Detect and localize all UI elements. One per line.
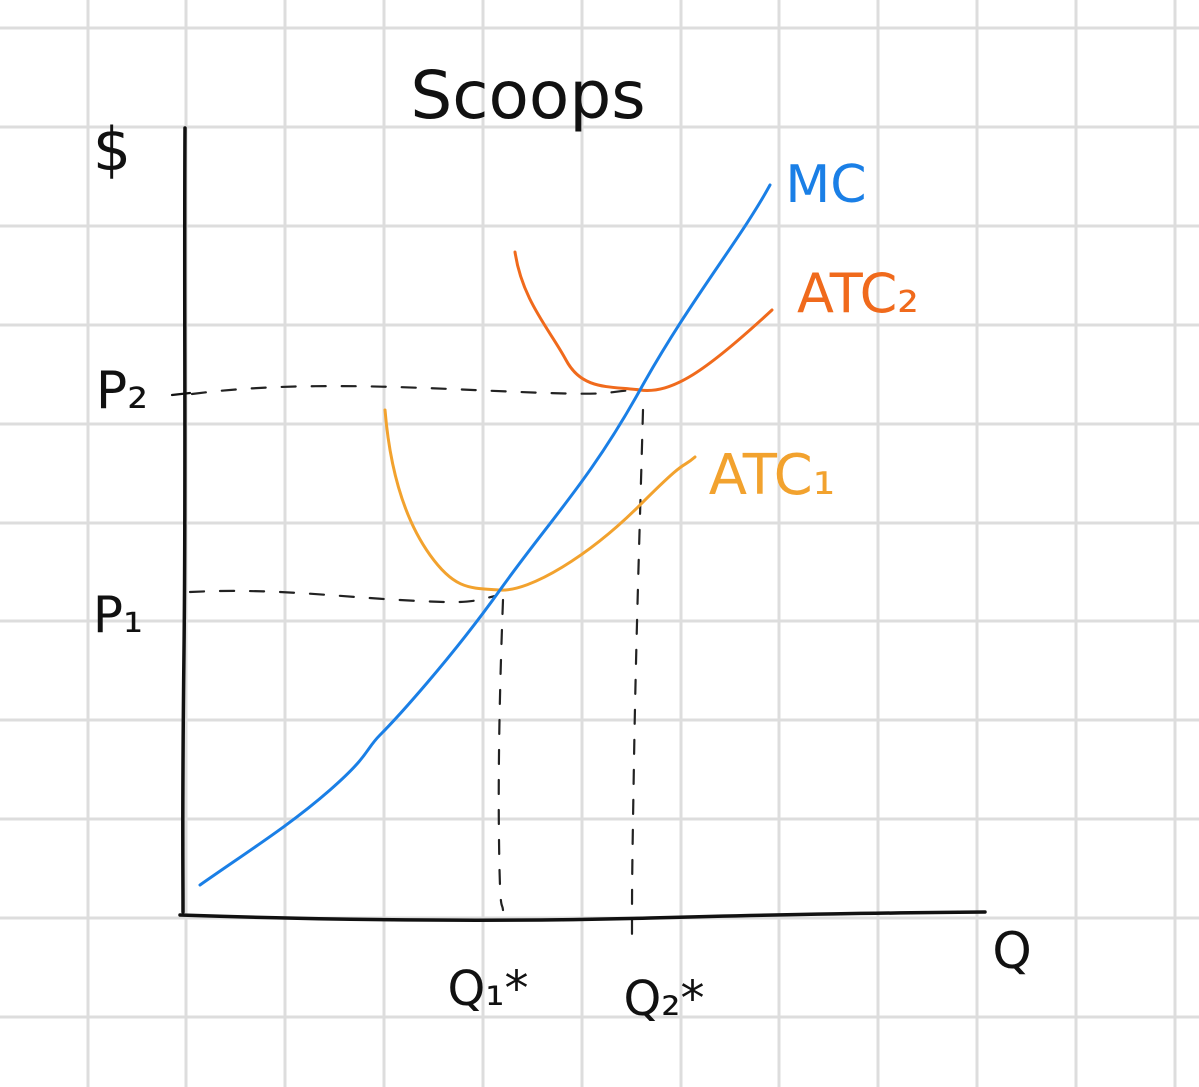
price-label-p1: P₁ [93,586,143,644]
p2-horizontal-guide [190,384,637,396]
atc2-curve-label: ATC₂ [797,262,919,325]
mc-curve [198,183,772,887]
y-axis [181,126,187,914]
q2-vertical-guide [630,408,645,937]
p1-horizontal-guide [188,589,497,604]
price-label-p2: P₂ [96,361,148,421]
diagram-title: Scoops [410,57,645,134]
quantity-label-q1: Q₁* [447,961,528,1017]
x-axis-label: Q [992,922,1031,980]
p2-tick [170,391,192,397]
guide-lines [188,384,645,937]
y-axis-label: $ [93,115,131,185]
mc-curve-label: MC [785,155,866,215]
x-axis [178,910,987,922]
q1-vertical-guide [497,598,505,912]
atc1-curve [383,408,697,592]
atc1-curve-label: ATC₁ [709,443,835,508]
quantity-label-q2: Q₂* [623,971,704,1027]
atc2-curve [513,250,774,392]
